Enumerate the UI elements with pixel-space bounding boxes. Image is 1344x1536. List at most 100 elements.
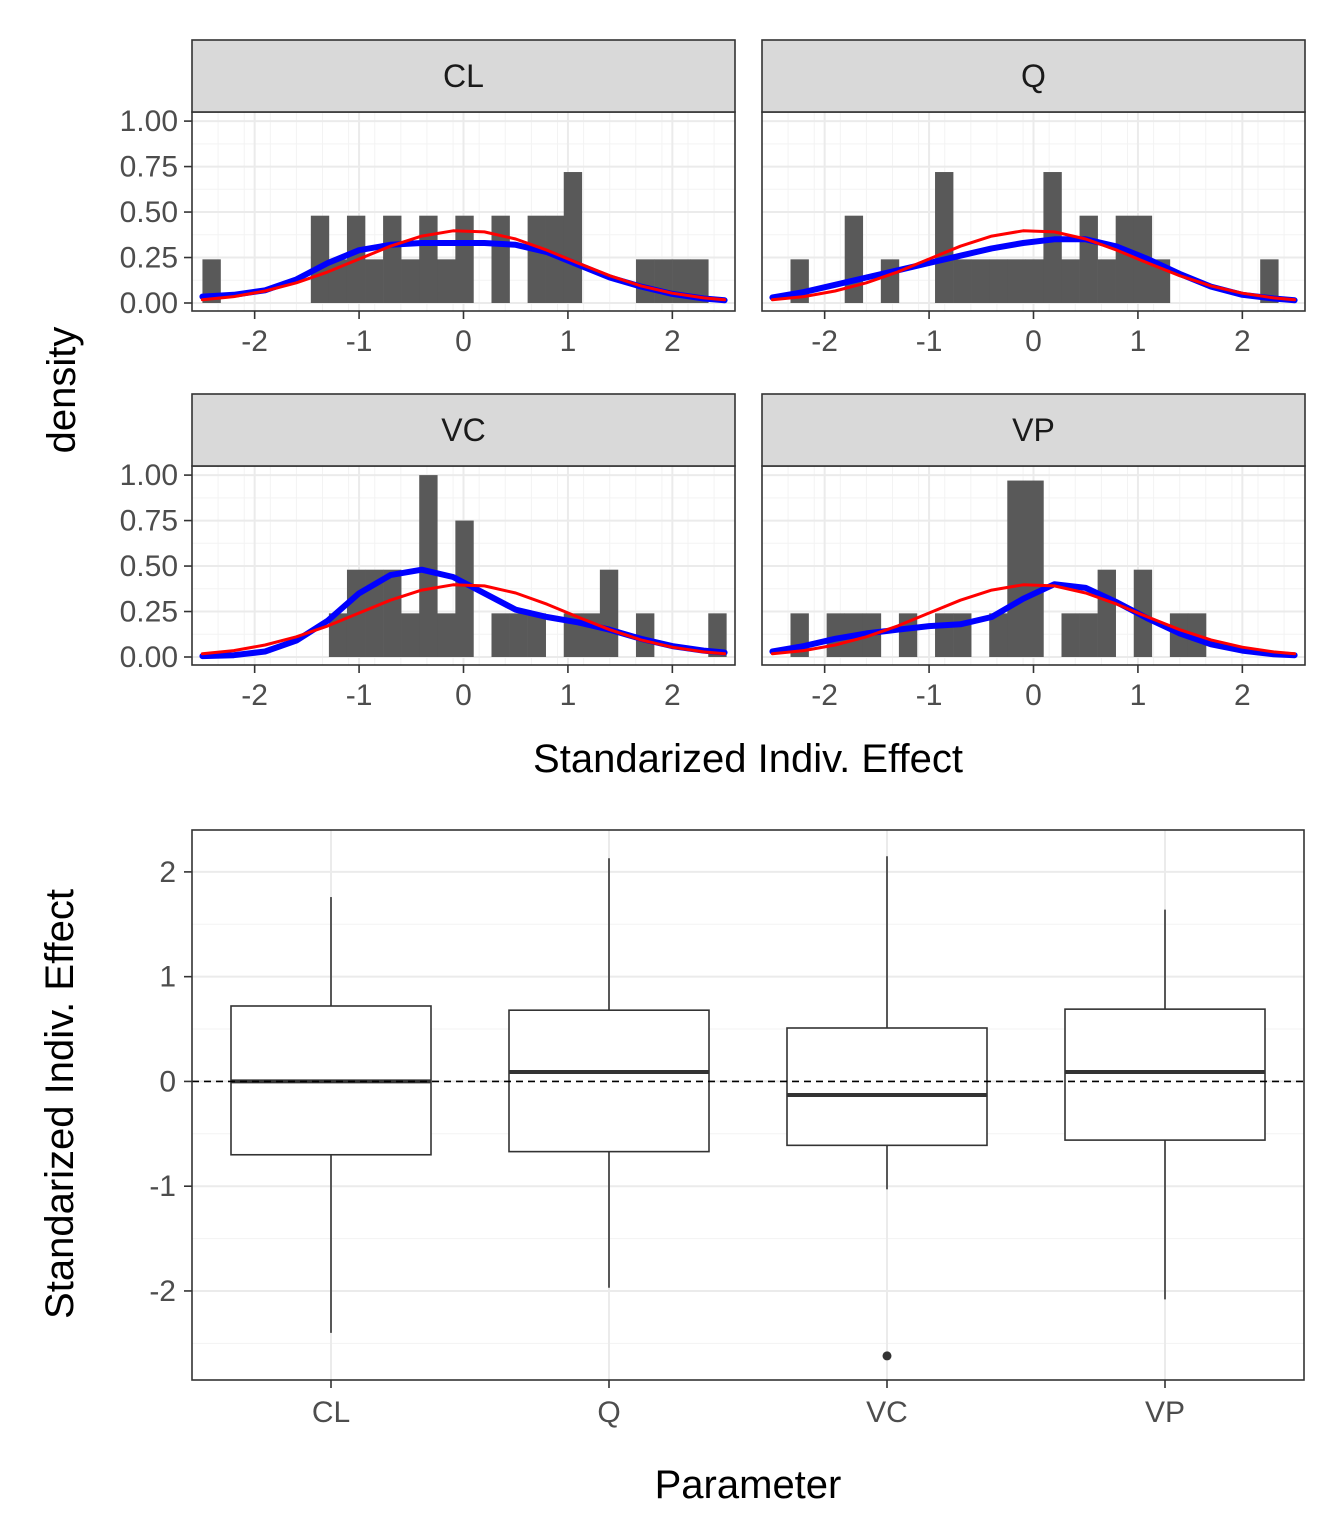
- facet-strip-label: VC: [441, 412, 485, 448]
- histogram-bar: [491, 215, 510, 303]
- histogram-bar: [935, 172, 954, 303]
- y-tick-label: 2: [159, 856, 176, 889]
- facet-q: Q -2 -1 0 1 2: [761, 39, 1306, 358]
- normal-density-line: [770, 583, 1297, 656]
- y-tick-label: 0.00: [120, 641, 178, 674]
- x-tick-label: 1: [560, 325, 577, 358]
- normal-density-line: [200, 583, 727, 656]
- y-tick-label: 0.00: [120, 287, 178, 320]
- x-tick-label: 0: [455, 679, 472, 712]
- histogram-bar: [527, 215, 546, 303]
- histogram-bar: [1007, 480, 1026, 657]
- x-tick-label: 2: [664, 679, 681, 712]
- histogram-bar: [1260, 259, 1279, 303]
- histogram-bar: [971, 259, 990, 303]
- x-tick-label: 0: [455, 325, 472, 358]
- histogram-bar: [545, 215, 565, 303]
- empirical-density-line: [769, 581, 1298, 659]
- histogram-bar: [383, 569, 402, 657]
- y-tick-label: 0.75: [120, 151, 178, 184]
- y-tick-label: 0.50: [120, 196, 178, 229]
- histogram-bar: [509, 613, 528, 657]
- y-tick-label: 0.25: [120, 242, 178, 275]
- x-tick-label: 2: [1234, 679, 1251, 712]
- histogram-bar: [437, 259, 456, 303]
- box-cl: [230, 897, 432, 1333]
- facet-cl: CL -2 -1 0 1 2 0.00 0.25 0.50 0.75 1.00: [120, 39, 736, 358]
- boxplot-x-axis-title: Parameter: [655, 1463, 842, 1507]
- histogram-bar: [1025, 480, 1044, 657]
- histogram-bar: [989, 613, 1008, 657]
- box-vp: [1064, 909, 1266, 1300]
- y-tick-label: -2: [149, 1275, 176, 1308]
- histogram-bar: [935, 613, 954, 657]
- x-tick-label: 2: [664, 325, 681, 358]
- histogram-bar: [455, 520, 474, 657]
- x-tick-label: Q: [597, 1396, 620, 1429]
- facet-strip-label: VP: [1012, 412, 1055, 448]
- box-iqr: [1064, 1008, 1266, 1141]
- histogram-bar: [1079, 215, 1098, 303]
- normal-density-line: [200, 229, 727, 302]
- outlier-point: [882, 1351, 892, 1361]
- y-tick-label: 0.50: [120, 550, 178, 583]
- normal-density-line: [770, 229, 1297, 302]
- x-tick-label: -2: [241, 679, 268, 712]
- histogram-bar: [690, 259, 709, 303]
- histogram-bar: [708, 613, 727, 657]
- histogram-bar: [491, 613, 510, 657]
- facet-vc: VC -2 -1 0 1 2 0.00 0.25 0.50 0.75 1.00: [120, 393, 736, 712]
- histogram-facets: CL -2 -1 0 1 2 0.00 0.25 0.50 0.75 1.00 Q -2 -1 0 1 2 VC -…: [120, 39, 1306, 712]
- histogram-bar: [1007, 259, 1026, 303]
- x-tick-label: -1: [916, 679, 943, 712]
- histogram-bar: [202, 259, 221, 303]
- facet-strip-label: CL: [443, 58, 484, 94]
- histogram-bar: [1079, 613, 1098, 657]
- histogram-bar: [310, 215, 330, 303]
- histogram-bar: [636, 259, 655, 303]
- histogram-bar: [563, 172, 583, 303]
- histogram-bar: [455, 215, 474, 303]
- histogram-bar: [989, 259, 1008, 303]
- x-tick-label: -2: [811, 325, 838, 358]
- x-tick-label: -2: [811, 679, 838, 712]
- y-tick-label: 0.25: [120, 596, 178, 629]
- facet-strip: [761, 393, 1306, 467]
- histogram-bar: [419, 475, 438, 657]
- histogram-x-axis-title: Standarized Indiv. Effect: [533, 737, 963, 781]
- histogram-bar: [383, 215, 402, 303]
- histogram-bar: [636, 613, 655, 657]
- histogram-bar: [437, 613, 456, 657]
- histogram-bar: [953, 259, 972, 303]
- x-tick-label: 0: [1025, 679, 1042, 712]
- facet-strip: [191, 393, 736, 467]
- x-tick-label: -1: [346, 679, 373, 712]
- y-tick-label: -1: [149, 1170, 176, 1203]
- facet-vp: VP -2 -1 0 1 2: [761, 393, 1306, 712]
- x-tick-label: 1: [1130, 325, 1147, 358]
- histogram-bar: [419, 215, 438, 303]
- histogram-bar: [527, 613, 546, 657]
- x-tick-label: -1: [346, 325, 373, 358]
- histogram-bar: [1061, 613, 1080, 657]
- y-tick-label: 1.00: [120, 459, 178, 492]
- histogram-bar: [880, 259, 900, 303]
- box-vc: [786, 856, 988, 1361]
- boxplot-y-axis-title: Standarized Indiv. Effect: [38, 889, 82, 1319]
- x-tick-label: -1: [916, 325, 943, 358]
- histogram-bar: [401, 259, 420, 303]
- histogram-bar: [599, 569, 619, 657]
- histogram-bar: [654, 259, 673, 303]
- y-tick-label: 0: [159, 1065, 176, 1098]
- boxplot-border: [191, 829, 1305, 1381]
- facet-strip-label: Q: [1021, 58, 1046, 94]
- histogram-bar: [1097, 569, 1116, 657]
- x-tick-label: 1: [1130, 679, 1147, 712]
- x-tick-label: 2: [1234, 325, 1251, 358]
- facet-strip: [761, 39, 1306, 113]
- box-iqr: [786, 1027, 988, 1147]
- boxplot-panel: -2 -1 0 1 2 CL Q VC VP: [149, 829, 1305, 1429]
- x-tick-label: VC: [866, 1396, 908, 1429]
- y-tick-label: 0.75: [120, 505, 178, 538]
